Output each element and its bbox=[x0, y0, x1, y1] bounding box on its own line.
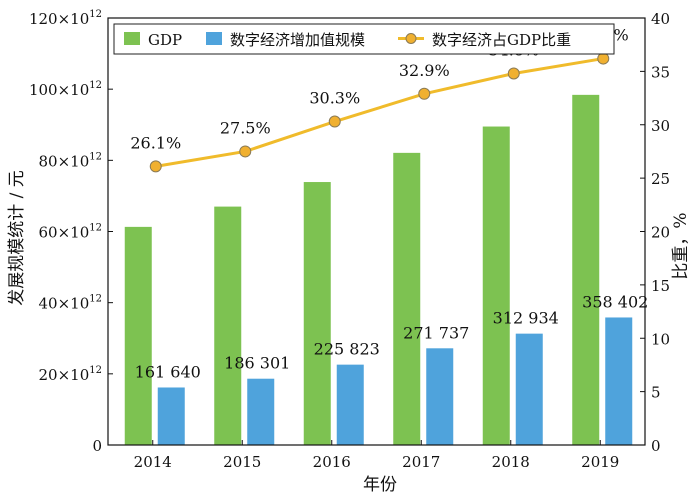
left-tick-exponent: 12 bbox=[89, 294, 102, 305]
gdp-bar-2017 bbox=[393, 152, 421, 445]
share-point-2018 bbox=[507, 67, 520, 80]
left-tick-exponent: 12 bbox=[89, 9, 102, 20]
digital-bar-2014 bbox=[157, 387, 185, 445]
share-value-label: 26.1% bbox=[130, 133, 181, 152]
gdp-bar-2015 bbox=[214, 206, 242, 445]
share-point-2014 bbox=[149, 160, 162, 173]
left-tick-label: 120×1012 bbox=[29, 9, 102, 28]
left-tick-label: 80×1012 bbox=[39, 151, 102, 170]
right-tick-label: 5 bbox=[651, 384, 661, 402]
digital-bar-2019 bbox=[605, 317, 633, 445]
digital-value-label: 358 402 bbox=[582, 292, 648, 311]
gdp-bar-2019 bbox=[572, 94, 600, 446]
gdp-bar-2014 bbox=[124, 226, 152, 445]
left-tick-label: 20×1012 bbox=[39, 365, 102, 384]
right-tick-label: 20 bbox=[651, 224, 670, 242]
share-line bbox=[155, 57, 604, 168]
legend-label-digital: 数字经济增加值规模 bbox=[230, 31, 365, 49]
x-axis-title: 年份 bbox=[363, 475, 397, 495]
digital-bar-2017 bbox=[426, 348, 454, 445]
right-tick-label: 15 bbox=[651, 277, 670, 295]
bars-layer bbox=[124, 94, 633, 446]
gdp-bar-2018 bbox=[482, 126, 510, 445]
legend-marker-share bbox=[405, 33, 417, 44]
x-tick-label: 2019 bbox=[581, 453, 619, 471]
share-point-2016 bbox=[328, 115, 341, 128]
left-tick-label: 40×1012 bbox=[39, 294, 102, 313]
share-point-2019 bbox=[597, 52, 610, 65]
left-tick-label: 100×1012 bbox=[29, 80, 102, 99]
legend-label-gdp: GDP bbox=[148, 31, 182, 49]
left-tick-exponent: 12 bbox=[89, 80, 102, 91]
digital-value-label: 186 301 bbox=[224, 354, 290, 373]
share-value-label: 27.5% bbox=[220, 118, 271, 137]
digital-bar-2018 bbox=[515, 333, 543, 445]
data-labels-layer: 161 640 186 301 225 823 271 737 312 934 358 4… bbox=[130, 26, 648, 382]
x-tick-label: 2015 bbox=[223, 453, 261, 471]
x-tick-label: 2017 bbox=[402, 453, 440, 471]
legend-swatch-digital bbox=[206, 32, 222, 45]
x-tick-label: 2018 bbox=[492, 453, 530, 471]
left-tick-exponent: 12 bbox=[89, 365, 102, 376]
share-value-label: 30.3% bbox=[309, 89, 360, 108]
right-tick-label: 10 bbox=[651, 330, 670, 348]
right-tick-label: 0 bbox=[651, 437, 661, 455]
digital-value-label: 271 737 bbox=[403, 323, 469, 342]
gdp-bar-2016 bbox=[303, 182, 331, 445]
right-y-axis-title: 比重，% bbox=[671, 212, 691, 279]
digital-value-label: 312 934 bbox=[493, 309, 559, 328]
left-tick-label: 0 bbox=[92, 437, 102, 455]
x-tick-label: 2014 bbox=[134, 453, 172, 471]
share-value-label: 32.9% bbox=[399, 61, 450, 80]
digital-bar-2015 bbox=[247, 378, 275, 445]
left-tick-label: 60×1012 bbox=[39, 223, 102, 242]
left-tick-exponent: 12 bbox=[89, 151, 102, 162]
right-tick-label: 40 bbox=[651, 10, 670, 28]
line-layer bbox=[149, 52, 610, 173]
share-point-2015 bbox=[239, 145, 252, 158]
right-tick-label: 25 bbox=[651, 170, 670, 188]
axes-layer: 020×101240×101260×101280×1012100×1012120… bbox=[29, 9, 670, 471]
legend-label-share: 数字经济占GDP比重 bbox=[432, 31, 571, 49]
legend-box bbox=[113, 23, 615, 55]
legend: GDP 数字经济增加值规模 数字经济占GDP比重 bbox=[113, 23, 615, 55]
left-tick-exponent: 12 bbox=[89, 223, 102, 234]
digital-value-label: 161 640 bbox=[135, 362, 201, 381]
right-tick-label: 30 bbox=[651, 117, 670, 135]
right-tick-label: 35 bbox=[651, 63, 670, 81]
legend-swatch-gdp bbox=[124, 32, 140, 45]
share-point-2017 bbox=[418, 87, 431, 100]
x-tick-label: 2016 bbox=[313, 453, 351, 471]
digital-value-label: 225 823 bbox=[314, 340, 380, 359]
left-y-axis-title: 发展规模统计 / 元 bbox=[7, 170, 27, 306]
digital-bar-2016 bbox=[336, 364, 364, 445]
